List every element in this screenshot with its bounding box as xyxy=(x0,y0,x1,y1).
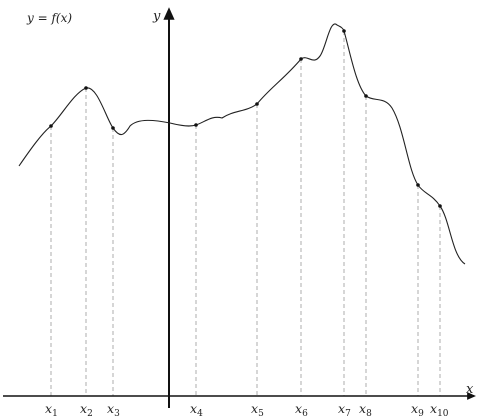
dashed-guide-lines xyxy=(50,31,441,396)
point-x7 xyxy=(342,29,346,33)
x-label-5: x5 xyxy=(251,401,264,419)
point-x3 xyxy=(111,126,115,130)
x-label-10: x10 xyxy=(430,401,449,419)
x-label-9: x9 xyxy=(411,401,424,419)
point-x5 xyxy=(255,102,259,106)
point-x6 xyxy=(299,57,303,61)
point-x4 xyxy=(194,123,198,127)
x-label-6: x6 xyxy=(295,401,308,419)
x-label-1: x1 xyxy=(45,401,58,419)
function-curve xyxy=(18,23,466,265)
x-label-3: x3 xyxy=(107,401,120,419)
x-axis-label: x xyxy=(466,382,474,397)
point-x9 xyxy=(416,183,420,187)
point-x1 xyxy=(49,124,53,128)
function-label: y = f(x) xyxy=(26,11,72,25)
y-axis-label: y xyxy=(152,9,161,24)
point-x8 xyxy=(364,94,368,98)
point-x10 xyxy=(438,204,442,208)
x-label-8: x8 xyxy=(359,401,372,419)
x-label-2: x2 xyxy=(80,401,93,419)
x-label-7: x7 xyxy=(338,401,351,419)
x-label-4: x4 xyxy=(190,401,203,419)
curve-points xyxy=(49,29,442,208)
x-point-labels: x1 x2 x3 x4 x5 x6 x7 x8 x9 x10 xyxy=(45,401,449,419)
point-x2 xyxy=(84,86,88,90)
